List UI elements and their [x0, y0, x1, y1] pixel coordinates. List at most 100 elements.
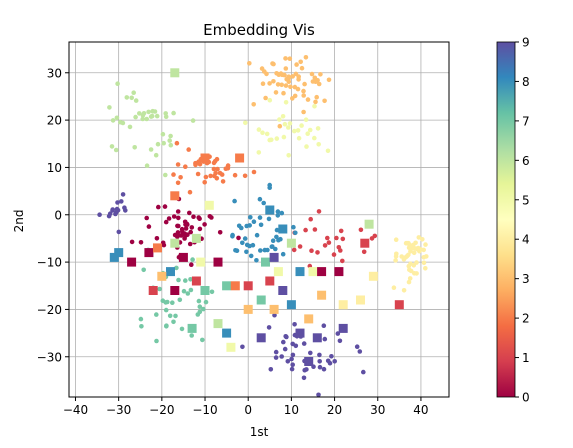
x-tick-label: −10 [192, 403, 217, 417]
scatter-point [154, 338, 159, 344]
scatter-point [244, 223, 249, 229]
scatter-point [236, 235, 241, 241]
centroid-marker [196, 257, 206, 267]
scatter-point [291, 224, 296, 230]
scatter-point [174, 140, 180, 146]
scatter-point [239, 225, 244, 231]
scatter-point [308, 350, 313, 356]
scatter-point [301, 88, 306, 94]
centroid-marker [204, 200, 214, 210]
scatter-point [276, 237, 281, 243]
scatter-point [220, 179, 226, 184]
centroid-marker [269, 252, 279, 262]
scatter-point [312, 135, 317, 141]
scatter-point [301, 93, 307, 98]
scatter-point [295, 128, 301, 133]
scatter-point [279, 72, 285, 78]
scatter-point [202, 180, 207, 185]
scatter-point [414, 271, 419, 276]
colorbar-tick-label: 8 [522, 75, 530, 89]
scatter-point [209, 289, 215, 295]
scatter-point [176, 223, 181, 229]
scatter-point [316, 142, 322, 147]
scatter-point [161, 140, 166, 146]
x-tick-label: 0 [244, 403, 252, 417]
scatter-point [156, 204, 161, 210]
scatter-point [313, 99, 318, 105]
centroid-marker [278, 224, 288, 234]
scatter-point [293, 71, 299, 77]
scatter-point [244, 249, 249, 255]
scatter-point [193, 162, 198, 168]
x-axis-label: 1st [250, 425, 269, 439]
scatter-point [304, 144, 309, 149]
scatter-point [232, 198, 237, 204]
scatter-point [254, 232, 260, 238]
scatter-point [325, 235, 330, 241]
centroid-marker [230, 281, 240, 291]
scatter-point [406, 279, 412, 285]
scatter-point [144, 116, 149, 122]
scatter-point [131, 90, 136, 95]
colorbar-tick-label: 4 [522, 233, 530, 247]
centroid-marker [368, 271, 378, 281]
scatter-point [171, 214, 177, 219]
scatter-point [190, 257, 195, 262]
scatter-point [189, 333, 194, 338]
scatter-point [411, 250, 417, 256]
scatter-point [325, 148, 331, 154]
scatter-point [141, 111, 147, 116]
scatter-point [293, 343, 299, 349]
scatter-point [277, 117, 282, 122]
scatter-point [114, 206, 120, 212]
grid [69, 42, 449, 397]
centroid-marker [170, 286, 180, 295]
scatter-point [175, 209, 181, 214]
scatter-point [287, 121, 293, 126]
scatter-point [267, 182, 273, 188]
scatter-point [120, 192, 126, 197]
scatter-point [273, 355, 279, 360]
centroid-marker [178, 252, 188, 262]
plot-frame [68, 41, 450, 398]
scatter-point [115, 81, 120, 86]
centroid-marker [295, 267, 305, 277]
scatter-point [272, 312, 277, 318]
scatter-point [275, 213, 281, 218]
scatter-point [183, 164, 188, 169]
scatter-point [394, 251, 399, 257]
scatter-point [289, 366, 295, 372]
scatter-point [171, 110, 176, 116]
colorbar-tick-label: 6 [522, 154, 530, 168]
scatter-point [165, 299, 170, 305]
x-tick-label: 20 [327, 403, 342, 417]
scatter-point [163, 219, 169, 225]
scatter-point [247, 243, 252, 249]
scatter-point [185, 291, 191, 296]
scatter-point [321, 323, 327, 329]
scatter-point [294, 62, 299, 67]
scatter-point [262, 69, 267, 74]
scatter-point [183, 226, 189, 231]
scatter-point [406, 263, 412, 269]
scatter-point [310, 79, 316, 84]
scatter-point [423, 266, 428, 271]
scatter-point [288, 84, 293, 90]
scatter-point [301, 341, 307, 346]
scatter-point [163, 114, 169, 119]
centroid-marker [243, 281, 253, 291]
scatter-point [287, 56, 293, 61]
scatter-point [322, 243, 328, 248]
centroid-marker [286, 238, 296, 248]
centroid-marker [222, 281, 232, 291]
scatter-point [280, 114, 286, 119]
scatter-point [174, 265, 179, 271]
scatter-point [183, 278, 188, 283]
scatter-point [275, 82, 281, 87]
scatter-point [312, 75, 318, 81]
scatter-point [179, 326, 185, 332]
scatter-point [299, 65, 305, 71]
scatter-point [303, 55, 309, 60]
scatter-points [97, 55, 429, 398]
